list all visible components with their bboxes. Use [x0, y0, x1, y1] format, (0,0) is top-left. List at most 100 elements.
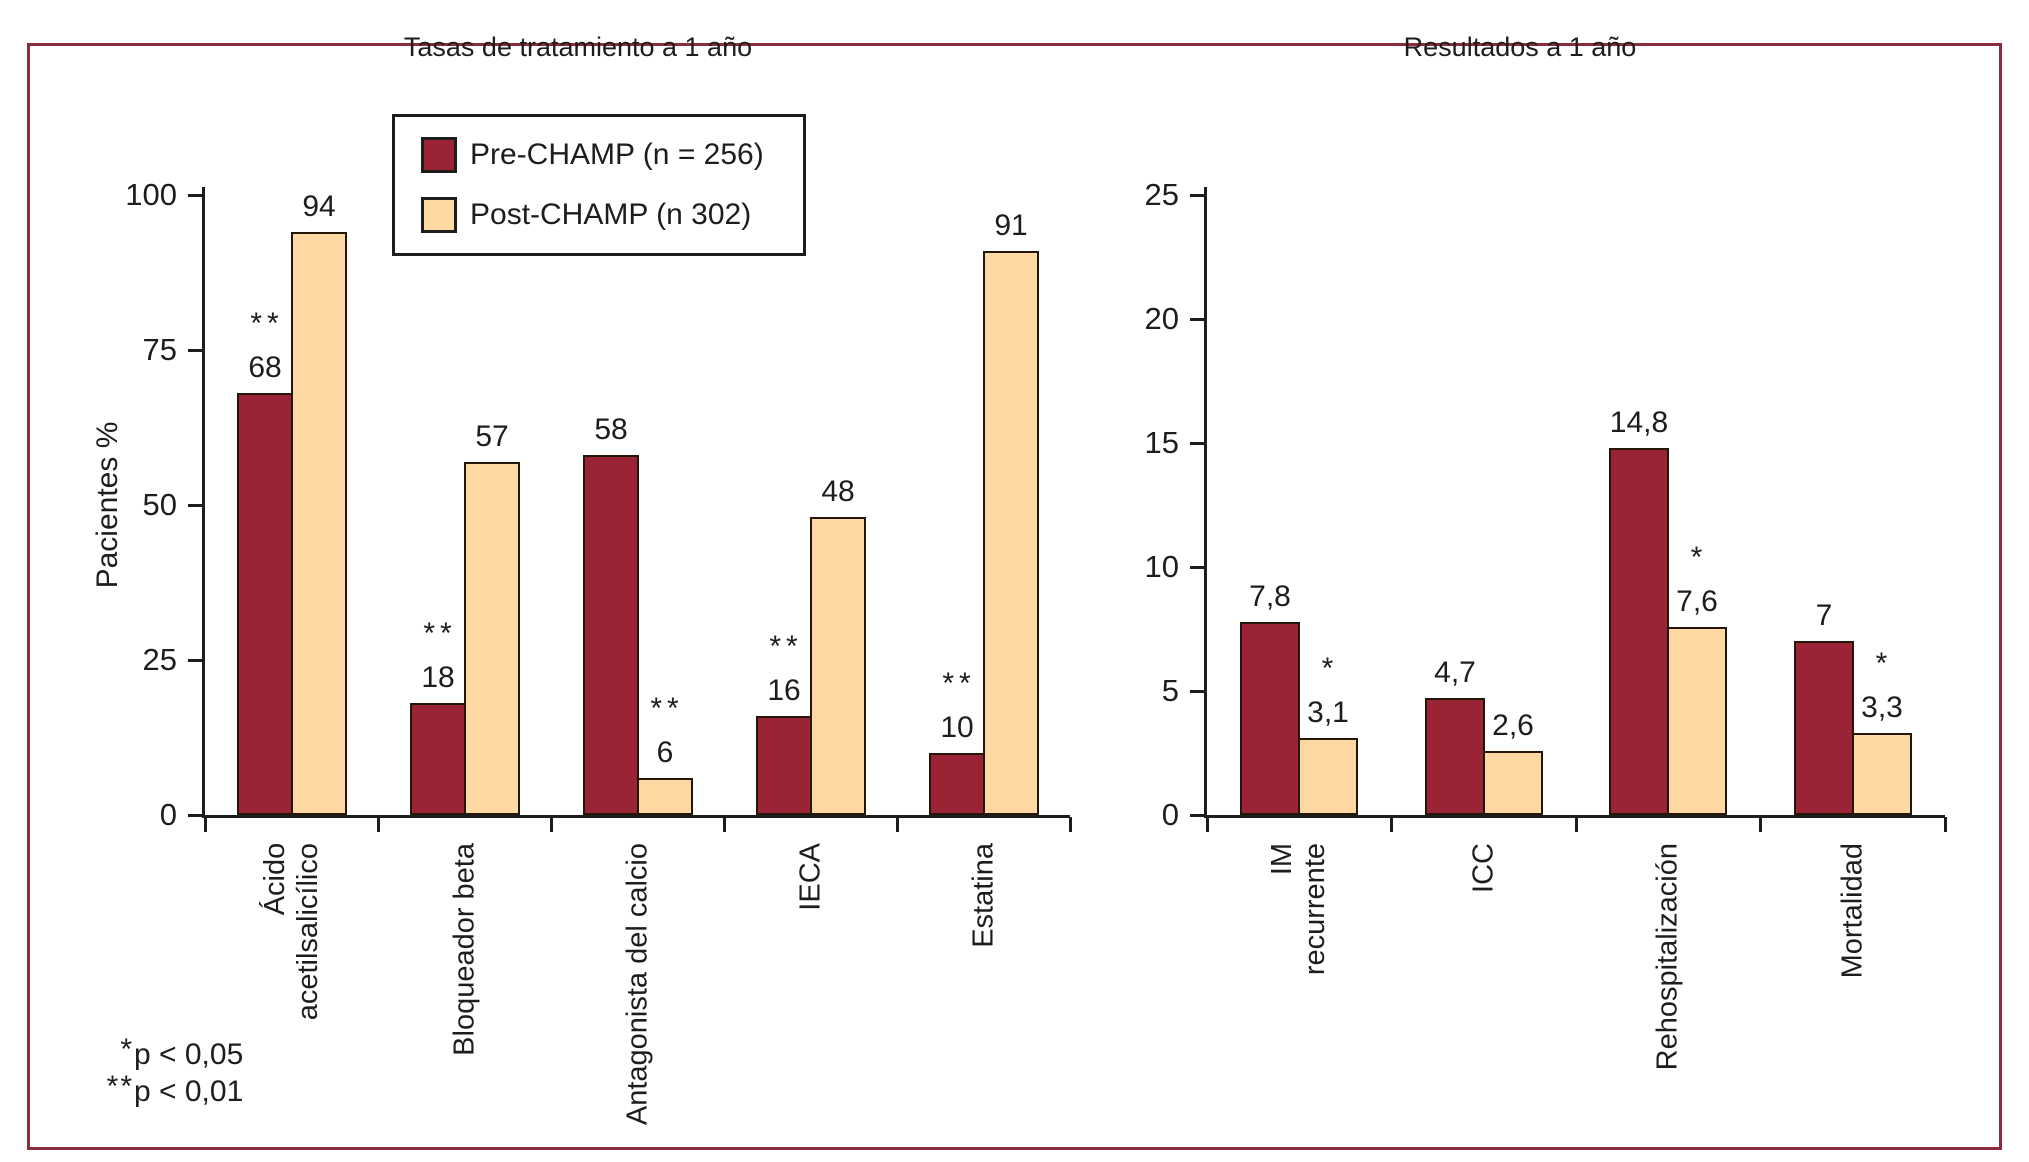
significance-marker: **	[942, 667, 976, 700]
y-tick-label: 15	[1144, 425, 1179, 460]
bar-pre-champ	[1240, 622, 1300, 815]
y-tick-label: 0	[1161, 797, 1179, 832]
significance-footnotes: * p < 0,05 ** p < 0,01	[72, 1033, 244, 1110]
bar-value-label: 4,7	[1434, 656, 1476, 689]
post-champ-swatch	[421, 197, 457, 233]
bar-value-label: 10	[940, 711, 974, 744]
legend: Pre-CHAMP (n = 256) Post-CHAMP (n 302)	[392, 114, 806, 256]
pre-champ-swatch	[421, 137, 457, 173]
footnote-p001: ** p < 0,01	[72, 1070, 244, 1110]
bar-pre-champ	[583, 455, 639, 815]
x-tick	[1206, 817, 1209, 832]
double-asterisk-marker: **	[106, 1070, 134, 1103]
y-tick-label: 10	[1144, 549, 1179, 584]
bar-post-champ	[1298, 738, 1358, 815]
bar-pre-champ	[1425, 698, 1485, 815]
significance-marker: **	[769, 630, 803, 663]
y-tick	[1190, 566, 1204, 569]
bar-value-label: 14,8	[1609, 406, 1669, 439]
y-tick	[188, 194, 202, 197]
bar-value-label: 6	[656, 736, 674, 769]
y-tick	[188, 349, 202, 352]
category-label: Mortalidad	[1836, 843, 1869, 979]
y-tick	[188, 504, 202, 507]
x-tick	[1759, 817, 1762, 832]
y-axis	[1204, 187, 1207, 818]
y-tick-label: 25	[1144, 177, 1179, 212]
bar-value-label: 2,6	[1492, 709, 1534, 742]
bar-pre-champ	[756, 716, 812, 815]
bar-post-champ	[810, 517, 866, 815]
significance-marker: **	[650, 692, 684, 725]
bar-pre-champ	[1794, 641, 1854, 815]
y-tick-label: 25	[142, 642, 177, 677]
y-tick	[1190, 814, 1204, 817]
y-tick-label: 100	[125, 177, 177, 212]
x-tick	[1575, 817, 1578, 832]
bar-post-champ	[983, 251, 1039, 815]
bar-value-label: 3,1	[1307, 696, 1349, 729]
x-tick	[1944, 817, 1947, 832]
legend-item-pre-champ: Pre-CHAMP (n = 256)	[421, 137, 803, 173]
significance-marker: *	[1690, 541, 1708, 574]
bar-post-champ	[1667, 627, 1727, 815]
bar-post-champ	[291, 232, 347, 815]
y-tick	[188, 814, 202, 817]
y-tick	[1190, 318, 1204, 321]
significance-marker: **	[250, 307, 284, 340]
y-tick	[1190, 690, 1204, 693]
category-label: Rehospitalización	[1651, 843, 1684, 1071]
significance-marker: *	[1321, 652, 1339, 685]
x-axis	[1204, 815, 1945, 818]
bar-post-champ	[464, 462, 520, 815]
footnote-p005: * p < 0,05	[72, 1033, 244, 1073]
bar-pre-champ	[410, 703, 466, 815]
x-tick	[1069, 817, 1072, 832]
x-tick	[550, 817, 553, 832]
bar-post-champ	[1483, 751, 1543, 815]
y-tick-label: 0	[159, 797, 177, 832]
x-tick	[723, 817, 726, 832]
y-tick-label: 75	[142, 332, 177, 367]
y-tick-label: 50	[142, 487, 177, 522]
y-axis	[202, 187, 205, 818]
bar-value-label: 58	[594, 413, 628, 446]
bar-value-label: 3,3	[1861, 691, 1903, 724]
bar-value-label: 48	[821, 475, 855, 508]
x-tick	[377, 817, 380, 832]
bar-value-label: 7,8	[1249, 580, 1291, 613]
bar-value-label: 91	[994, 209, 1028, 242]
bar-value-label: 7,6	[1676, 585, 1718, 618]
y-tick-label: 20	[1144, 301, 1179, 336]
y-tick-label: 5	[1161, 673, 1179, 708]
single-asterisk-marker: *	[120, 1033, 134, 1066]
bar-value-label: 18	[421, 661, 455, 694]
bar-value-label: 16	[767, 674, 801, 707]
bar-pre-champ	[237, 393, 293, 815]
treatment-chart-title: Tasas de tratamiento a 1 año	[403, 32, 753, 62]
legend-label: Pre-CHAMP (n = 256)	[470, 138, 764, 171]
x-tick	[896, 817, 899, 832]
bar-value-label: 57	[475, 420, 509, 453]
y-tick	[188, 659, 202, 662]
category-label: IM recurrente	[1266, 843, 1331, 976]
footnote-text: p < 0,05	[134, 1038, 244, 1071]
legend-label: Post-CHAMP (n 302)	[470, 198, 752, 231]
x-tick	[1390, 817, 1393, 832]
y-tick	[1190, 442, 1204, 445]
bar-value-label: 68	[248, 351, 282, 384]
x-tick	[204, 817, 207, 832]
footnote-text: p < 0,01	[134, 1075, 244, 1108]
outcomes-chart-title: Resultados a 1 año	[1403, 32, 1637, 62]
bar-post-champ	[637, 778, 693, 815]
bar-pre-champ	[1609, 448, 1669, 815]
bar-post-champ	[1852, 733, 1912, 815]
bar-pre-champ	[929, 753, 985, 815]
y-tick	[1190, 194, 1204, 197]
significance-marker: **	[423, 617, 457, 650]
bar-value-label: 7	[1815, 599, 1833, 632]
legend-item-post-champ: Post-CHAMP (n 302)	[421, 197, 803, 233]
